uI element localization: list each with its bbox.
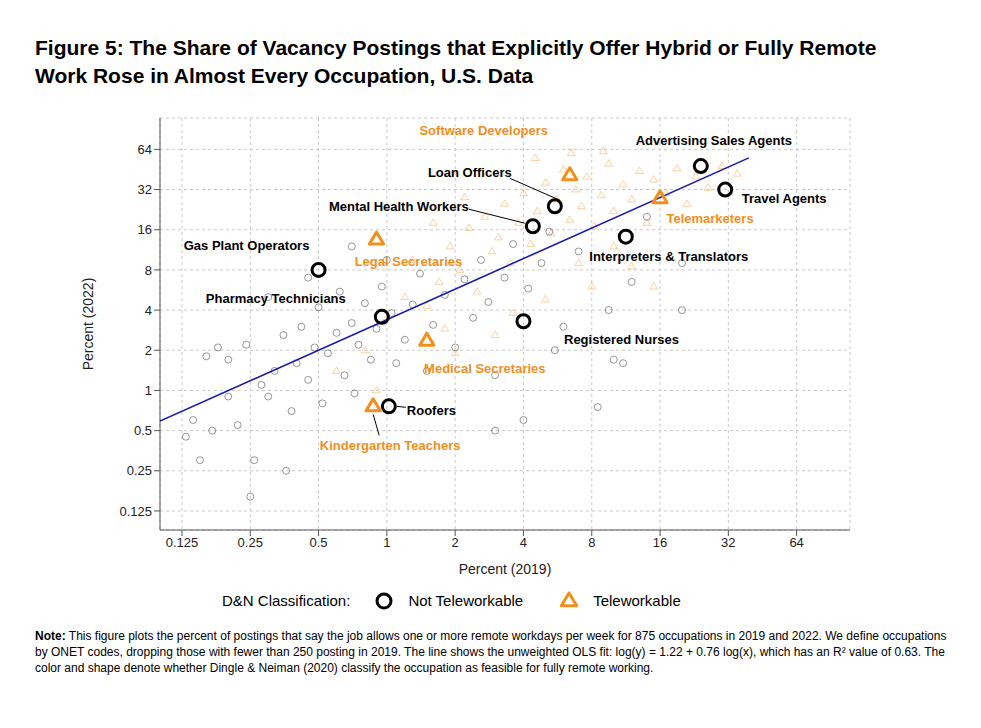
svg-text:Kindergarten Teachers: Kindergarten Teachers (320, 438, 461, 453)
svg-text:8: 8 (145, 263, 152, 278)
svg-text:Registered Nurses: Registered Nurses (564, 332, 679, 347)
svg-text:Pharmacy Technicians: Pharmacy Technicians (206, 291, 346, 306)
svg-text:0.125: 0.125 (119, 504, 152, 519)
svg-text:16: 16 (653, 535, 667, 550)
svg-text:Medical Secretaries: Medical Secretaries (424, 361, 545, 376)
html-text:Teleworkable: Teleworkable (593, 591, 681, 609)
svg-text:32: 32 (138, 182, 152, 197)
svg-text:Legal Secretaries: Legal Secretaries (355, 254, 463, 269)
svg-text:8: 8 (588, 535, 595, 550)
svg-text:4: 4 (520, 535, 527, 550)
svg-text:Gas Plant Operators: Gas Plant Operators (184, 238, 310, 253)
svg-text:64: 64 (138, 142, 152, 157)
svg-text:Roofers: Roofers (407, 403, 456, 418)
svg-text:0.25: 0.25 (127, 463, 152, 478)
svg-text:16: 16 (138, 222, 152, 237)
html-text:D&N Classification:: D&N Classification: (222, 591, 351, 609)
svg-text:2: 2 (452, 535, 459, 550)
html-text:Percent (2019): Percent (2019) (458, 561, 552, 577)
svg-text:Interpreters & Translators: Interpreters & Translators (589, 249, 748, 264)
svg-text:0.25: 0.25 (238, 535, 263, 550)
svg-text:Advertising Sales Agents: Advertising Sales Agents (636, 133, 792, 148)
svg-text:32: 32 (721, 535, 735, 550)
svg-text:64: 64 (789, 535, 803, 550)
svg-text:Mental Health Workers: Mental Health Workers (329, 199, 469, 214)
html-text:Not Teleworkable: Not Teleworkable (408, 591, 524, 609)
svg-text:Travel Agents: Travel Agents (742, 191, 827, 206)
svg-text:0.5: 0.5 (134, 423, 152, 438)
html-text:Percent (2022): Percent (2022) (80, 277, 96, 371)
svg-text:0.5: 0.5 (310, 535, 328, 550)
svg-text:2: 2 (145, 343, 152, 358)
svg-text:Loan Officers: Loan Officers (428, 165, 512, 180)
svg-text:0.125: 0.125 (166, 535, 199, 550)
svg-text:1: 1 (145, 383, 152, 398)
svg-text:Telemarketers: Telemarketers (666, 211, 753, 226)
svg-text:4: 4 (145, 303, 152, 318)
html-text:Note: This figure plots the pe: Note: This figure plots the percent of p… (35, 629, 947, 675)
svg-text:Software Developers: Software Developers (419, 123, 548, 138)
svg-text:1: 1 (383, 535, 390, 550)
html-text:Figure 5: The Share of Vacancy: Figure 5: The Share of Vacancy Postings … (35, 36, 877, 87)
